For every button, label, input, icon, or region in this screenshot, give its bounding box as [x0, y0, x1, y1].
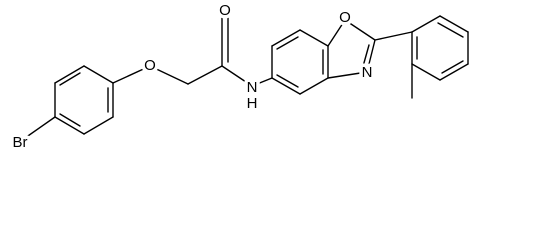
- atom-label: Br: [13, 134, 28, 151]
- atom-label: O: [339, 9, 351, 26]
- atom-label: H: [247, 95, 258, 112]
- atom-label: N: [362, 64, 373, 81]
- atom-labels: Br O O N H O N: [9, 0, 376, 154]
- bonds: [24, 13, 469, 139]
- molecule-diagram: Br O O N H O N: [9, 0, 469, 154]
- atom-label: O: [144, 57, 156, 74]
- atom-label: N: [247, 79, 258, 96]
- atom-label: O: [219, 2, 231, 19]
